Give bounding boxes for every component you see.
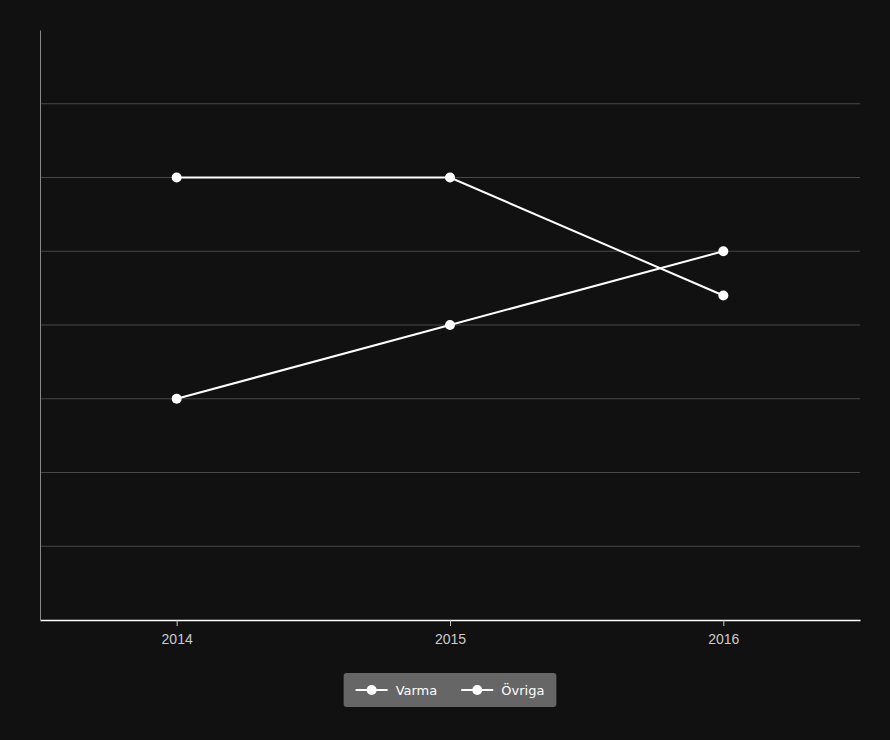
legend-label: Övriga [501, 682, 544, 698]
series-point [445, 173, 455, 183]
grid-line [40, 398, 860, 399]
chart: 2014 2015 2016 Varma Övriga [0, 0, 890, 740]
grid-line [40, 103, 860, 104]
x-tick: 2014 [162, 620, 193, 647]
series-point [445, 320, 455, 330]
grid-line [40, 251, 860, 252]
legend-marker [472, 685, 482, 695]
legend-label: Varma [396, 683, 438, 698]
x-tick: 2016 [708, 620, 739, 647]
grid [40, 104, 860, 547]
background [0, 0, 890, 740]
x-axis: 2014 2015 2016 [41, 620, 861, 647]
legend-box [344, 673, 557, 707]
x-tick: 2015 [435, 620, 466, 647]
legend-item: Varma [356, 683, 438, 698]
series-point [172, 394, 182, 404]
series-line [177, 178, 724, 296]
grid-line [40, 546, 860, 547]
x-tick-label: 2016 [708, 631, 739, 647]
grid-line [40, 472, 860, 473]
x-tick-label: 2015 [435, 631, 466, 647]
plot: 2014 2015 2016 [40, 31, 861, 648]
x-tick-label: 2014 [162, 631, 193, 647]
series-line [177, 251, 724, 399]
y-axis [40, 31, 41, 621]
series-point [172, 173, 182, 183]
legend-marker [367, 685, 377, 695]
marks [172, 173, 729, 404]
x-tick-mark [177, 620, 178, 626]
legend: Varma Övriga [344, 673, 557, 707]
x-tick-mark [450, 620, 451, 626]
series-point [718, 246, 728, 256]
y-axis-line [40, 31, 41, 621]
x-tick-mark [723, 620, 724, 626]
legend-item: Övriga [461, 682, 544, 698]
series-point [718, 291, 728, 301]
